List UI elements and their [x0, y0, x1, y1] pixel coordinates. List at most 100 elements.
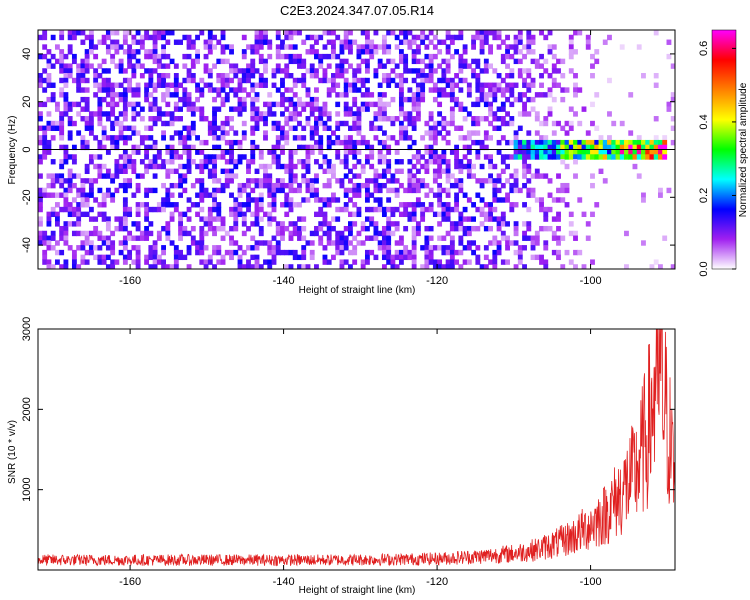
heatmap-cell [594, 154, 600, 160]
heatmap-cell [254, 254, 260, 261]
heatmap-cell [381, 63, 387, 69]
heatmap-cell [407, 178, 413, 184]
heatmap-cell [475, 63, 481, 69]
heatmap-cell [212, 187, 217, 194]
heatmap-cell [131, 130, 137, 136]
heatmap-cell [114, 187, 120, 194]
heatmap-cell [411, 106, 417, 112]
heatmap-cell [394, 73, 400, 79]
heatmap-cell [271, 120, 277, 127]
heatmap-cell [250, 58, 256, 65]
heatmap-cell [428, 135, 434, 141]
heatmap-cell [144, 82, 150, 88]
heatmap-cell [110, 87, 116, 93]
heatmap-cell [118, 154, 124, 160]
heatmap-cell [54, 211, 60, 218]
heatmap-cell [488, 106, 493, 112]
heatmap-cell [93, 245, 99, 251]
heatmap-cell [348, 225, 353, 232]
heatmap-cell [237, 106, 243, 112]
heatmap-cell [526, 39, 532, 45]
heatmap-cell [101, 197, 107, 203]
heatmap-cell [59, 111, 65, 117]
heatmap-cell [267, 182, 273, 189]
heatmap-cell [403, 96, 409, 103]
heatmap-cell [564, 154, 570, 160]
heatmap-cell [479, 82, 485, 88]
heatmap-cell [280, 230, 285, 237]
heatmap-cell [135, 39, 141, 45]
heatmap-cell [122, 235, 128, 241]
heatmap-cell [152, 259, 158, 265]
heatmap-cell [628, 154, 634, 160]
heatmap-cell [288, 235, 294, 241]
heatmap-cell [97, 187, 103, 194]
heatmap-cell [127, 53, 133, 60]
heatmap-cell [653, 139, 659, 146]
heatmap-cell [267, 211, 273, 218]
heatmap-cell [432, 178, 438, 184]
heatmap-cell [488, 202, 493, 208]
heatmap-cell [314, 139, 319, 146]
heatmap-cell [479, 182, 485, 189]
heatmap-cell [50, 125, 56, 131]
heatmap-cell [343, 202, 349, 208]
heatmap-cell [233, 240, 239, 246]
heatmap-cell [415, 111, 421, 117]
heatmap-cell [390, 96, 396, 103]
heatmap-cell [343, 77, 349, 84]
heatmap-cell [322, 197, 328, 203]
heatmap-cell [539, 63, 544, 69]
heatmap-cell [267, 240, 273, 246]
heatmap-cell [343, 92, 349, 98]
heatmap-cell [76, 130, 82, 136]
heatmap-cell [144, 53, 150, 60]
heatmap-cell [216, 39, 222, 45]
heatmap-cell [288, 111, 294, 117]
heatmap-cell [148, 144, 154, 151]
heatmap-cell [169, 211, 175, 218]
heatmap-cell [88, 230, 94, 237]
heatmap-cell [424, 235, 430, 241]
heatmap-cell [483, 254, 489, 261]
heatmap-cell [110, 30, 116, 36]
heatmap-cell [182, 254, 188, 261]
heatmap-cell [114, 163, 120, 170]
heatmap-cell [297, 53, 302, 60]
heatmap-cell [437, 192, 443, 198]
heatmap-cell [534, 144, 540, 151]
heatmap-cell [169, 192, 175, 198]
heatmap-cell [101, 173, 107, 179]
heatmap-cell [343, 39, 349, 45]
heatmap-cell [326, 53, 332, 60]
heatmap-cell [390, 221, 396, 227]
heatmap-cell [173, 168, 179, 174]
heatmap-cell [331, 53, 336, 60]
heatmap-cell [335, 92, 341, 98]
heatmap-cell [139, 135, 145, 141]
heatmap-cell [624, 264, 629, 269]
heatmap-cell [666, 187, 672, 194]
heatmap-cell [322, 68, 328, 74]
heatmap-cell [500, 230, 506, 237]
heatmap-cell [364, 34, 370, 41]
heatmap-cell [42, 149, 48, 155]
heatmap-cell [84, 249, 90, 256]
heatmap-cell [343, 106, 349, 112]
heatmap-cell [403, 245, 409, 251]
heatmap-cell [190, 58, 196, 65]
heatmap-cell [322, 44, 328, 50]
heatmap-cell [309, 254, 315, 261]
heatmap-cell [288, 30, 294, 36]
heatmap-cell [445, 120, 451, 127]
heatmap-cell [373, 44, 379, 50]
heatmap-cell [114, 259, 120, 265]
heatmap-cell [207, 130, 213, 136]
heatmap-cell [543, 216, 549, 222]
heatmap-cell [263, 130, 268, 136]
heatmap-cell [500, 159, 506, 165]
heatmap-cell [203, 216, 209, 222]
heatmap-cell [534, 130, 540, 136]
heatmap-cell [475, 139, 481, 146]
heatmap-cell [352, 163, 358, 170]
